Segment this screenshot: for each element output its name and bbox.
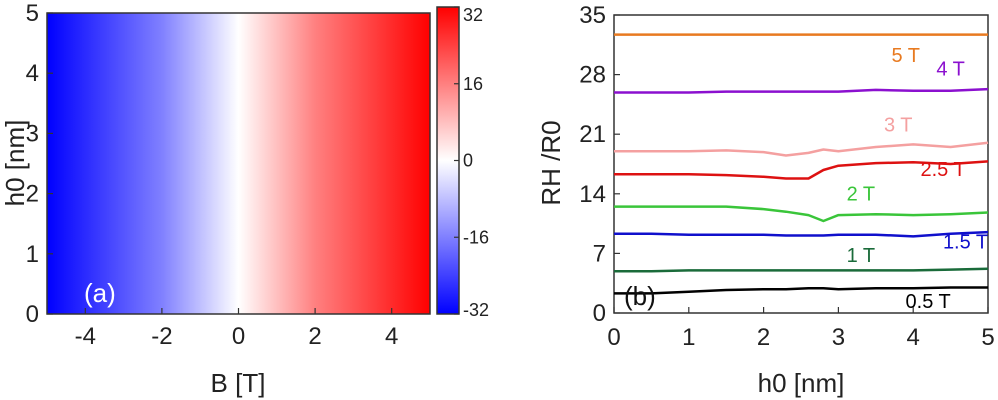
colorbar-tick-label: 0 [463, 151, 473, 171]
line-chart-y-axis-label: RH /R0 [536, 120, 566, 205]
heatmap-y-tick-label: 0 [26, 301, 39, 328]
colorbar-tick-label: 32 [463, 5, 483, 25]
line-y-tick-label: 21 [579, 121, 606, 148]
line-x-tick-label: 3 [832, 324, 845, 351]
heatmap-x-tick-label: 4 [385, 323, 398, 350]
series-line-2T [614, 205, 989, 223]
heatmap-y-tick-label: 4 [26, 60, 39, 87]
heatmap-y-tick-label: 2 [26, 181, 39, 208]
heatmap-panel-tag: (a) [84, 278, 116, 308]
series-label-3T: 3 T [884, 115, 913, 137]
line-chart-y-ticks: 0 7 14 21 28 35 [579, 2, 620, 327]
heatmap-x-axis-label: B [T] [211, 368, 266, 398]
series-line-2p5T [614, 160, 989, 180]
line-y-tick-label: 0 [593, 300, 606, 327]
line-y-tick-label: 7 [593, 240, 606, 267]
heatmap-x-tick-label: -2 [151, 323, 172, 350]
colorbar: 32 16 0 -16 -32 [436, 5, 489, 320]
heatmap-field [47, 13, 430, 314]
line-y-tick-label: 35 [579, 2, 606, 29]
series-label-1p5T: 1.5 T [943, 231, 988, 253]
colorbar-tick-label: -32 [463, 300, 489, 320]
panel-a-heatmap: -4 -2 0 2 4 0 1 2 3 4 5 (a) B [T] h0 [nm] [0, 0, 431, 398]
heatmap-y-tick-label: 1 [26, 241, 39, 268]
series-line-4T [614, 87, 989, 94]
heatmap-y-tick-label: 5 [26, 0, 39, 27]
line-chart-x-ticks: 0 1 2 3 4 5 [607, 307, 995, 351]
heatmap-y-tick-label: 3 [26, 120, 39, 147]
colorbar-tick-label: -16 [463, 227, 489, 247]
line-chart-x-axis-label: h0 [nm] [758, 368, 845, 398]
heatmap-x-tick-label: 0 [232, 323, 245, 350]
line-x-tick-label: 1 [682, 324, 695, 351]
series-label-5T: 5 T [891, 45, 920, 67]
colorbar-ticks: 32 16 0 -16 -32 [454, 5, 489, 320]
line-y-tick-label: 14 [579, 181, 606, 208]
panel-b-line-chart: 0.5 T 1 T 1.5 T 2 T 2.5 T 3 T 4 T 5 T 0 1 2 3 4 5 0 7… [536, 2, 995, 398]
colorbar-tick-label: 16 [463, 74, 483, 94]
heatmap-x-tick-label: -4 [75, 323, 96, 350]
line-y-tick-label: 28 [579, 62, 606, 89]
series-label-2p5T: 2.5 T [921, 159, 966, 181]
line-x-tick-label: 2 [757, 324, 770, 351]
heatmap-x-ticks: -4 -2 0 2 4 [75, 308, 398, 350]
series-label-2T: 2 T [847, 184, 876, 206]
series-line-1T [614, 267, 989, 273]
series-label-1T: 1 T [847, 245, 876, 267]
series-line-0p5T [614, 286, 988, 295]
heatmap-y-axis-label: h0 [nm] [0, 120, 30, 207]
colorbar-gradient [437, 7, 459, 314]
line-chart-series [614, 33, 989, 295]
series-label-4T: 4 T [936, 58, 965, 80]
series-label-0p5T: 0.5 T [906, 291, 951, 313]
line-x-tick-label: 0 [607, 324, 620, 351]
series-line-3T [614, 141, 989, 157]
heatmap-y-ticks: 0 1 2 3 4 5 [26, 0, 53, 328]
line-chart-series-labels: 0.5 T 1 T 1.5 T 2 T 2.5 T 3 T 4 T 5 T [847, 45, 989, 313]
line-chart-panel-tag: (b) [624, 281, 656, 311]
heatmap-x-tick-label: 2 [308, 323, 321, 350]
series-line-1p5T [614, 230, 989, 238]
line-x-tick-label: 5 [981, 324, 994, 351]
line-x-tick-label: 4 [907, 324, 920, 351]
